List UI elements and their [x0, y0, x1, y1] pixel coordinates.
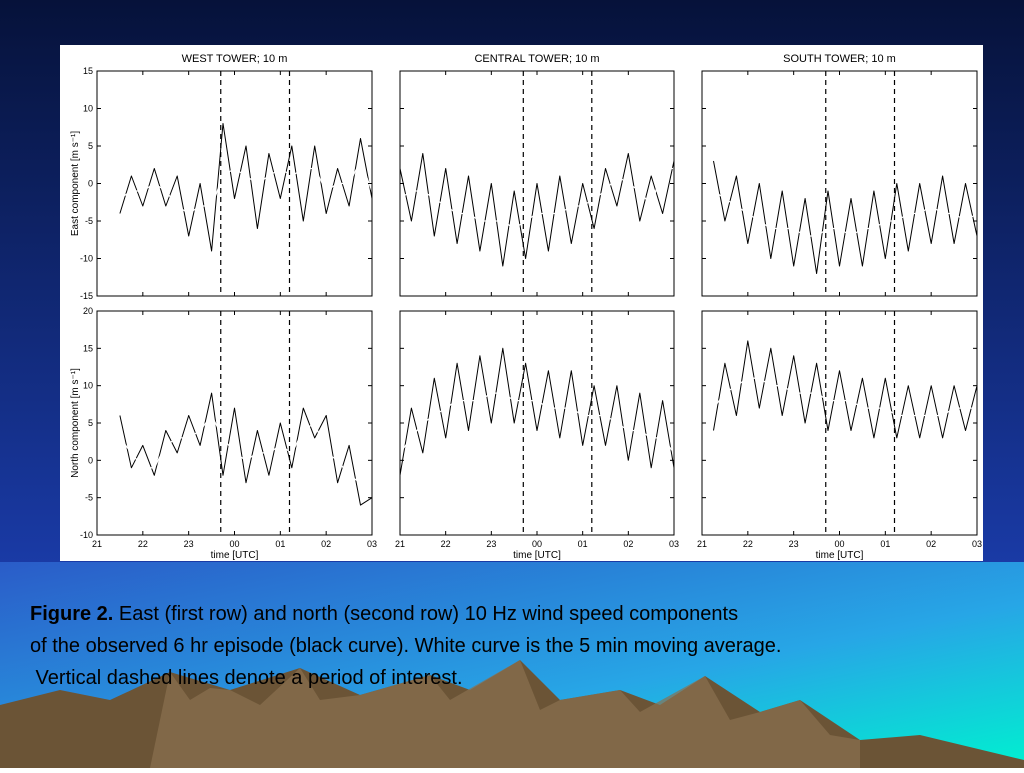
series-line [399, 392, 675, 454]
charts: -15 -10 -5 0 5 10 15 WEST TOWER; 10 m East compo… [70, 53, 982, 561]
y-axis-label: North component [m s⁻¹] [70, 368, 81, 478]
y-tick-label: -15 [80, 291, 93, 301]
x-tick-label: 21 [697, 539, 707, 549]
y-tick-label: 15 [83, 66, 93, 76]
x-tick-label: 23 [789, 539, 799, 549]
x-tick-label: 23 [184, 539, 194, 549]
x-tick-label: 03 [669, 539, 679, 549]
caption-line: Vertical dashed lines denote a period of… [30, 667, 463, 689]
caption-label: Figure 2. [30, 603, 113, 625]
x-tick-label: 22 [743, 539, 753, 549]
plot-area [97, 71, 372, 296]
x-tick-label: 00 [834, 539, 844, 549]
x-tick-label: 21 [92, 539, 102, 549]
series-line [119, 392, 373, 506]
series-line [119, 160, 373, 215]
y-tick-label: 10 [83, 104, 93, 114]
x-tick-label: 03 [367, 539, 377, 549]
y-tick-label: 0 [88, 455, 93, 465]
x-tick-label: 02 [321, 539, 331, 549]
series-line [119, 414, 373, 491]
plot-area [702, 71, 977, 296]
y-tick-label: 5 [88, 141, 93, 151]
caption-line: of the observed 6 hr episode (black curv… [30, 635, 781, 657]
x-axis-label: time [UTC] [211, 550, 259, 561]
y-tick-label: 20 [83, 306, 93, 316]
x-tick-label: 22 [441, 539, 451, 549]
y-tick-label: 5 [88, 418, 93, 428]
y-tick-label: 15 [83, 343, 93, 353]
chart-title: CENTRAL TOWER; 10 m [474, 53, 599, 65]
series-line [399, 167, 674, 230]
y-tick-label: -5 [85, 493, 93, 503]
x-tick-label: 21 [395, 539, 405, 549]
x-tick-label: 01 [578, 539, 588, 549]
chart-title: WEST TOWER; 10 m [182, 53, 288, 65]
x-tick-label: 23 [486, 539, 496, 549]
x-tick-label: 02 [926, 539, 936, 549]
x-tick-label: 02 [623, 539, 633, 549]
y-tick-label: -5 [85, 216, 93, 226]
series-line [399, 153, 675, 267]
x-tick-label: 00 [532, 539, 542, 549]
y-axis-label: East component [m s⁻¹] [70, 131, 81, 237]
x-tick-label: 00 [229, 539, 239, 549]
plot-area [702, 311, 977, 535]
x-axis-label: time [UTC] [513, 550, 561, 561]
y-tick-label: 10 [83, 381, 93, 391]
series-line [399, 347, 675, 476]
x-tick-label: 22 [138, 539, 148, 549]
x-tick-label: 01 [275, 539, 285, 549]
x-tick-label: 03 [972, 539, 982, 549]
plot-area [97, 311, 372, 535]
chart-title: SOUTH TOWER; 10 m [783, 53, 896, 65]
caption-text: East (first row) and north (second row) … [119, 603, 738, 625]
y-tick-label: -10 [80, 530, 93, 540]
series-line [119, 123, 373, 252]
series-line [712, 377, 977, 417]
y-tick-label: -10 [80, 254, 93, 264]
y-tick-label: 0 [88, 179, 93, 189]
series-line [713, 190, 978, 237]
caption-line: Figure 2. East (first row) and north (se… [30, 603, 738, 625]
mountain-highlight [150, 660, 860, 768]
x-tick-label: 01 [880, 539, 890, 549]
x-axis-label: time [UTC] [816, 550, 864, 561]
plot-area [400, 311, 674, 535]
